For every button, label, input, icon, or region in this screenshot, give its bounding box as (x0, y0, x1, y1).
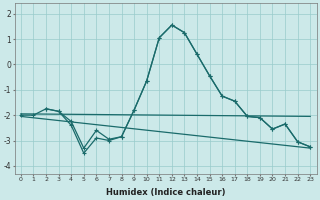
X-axis label: Humidex (Indice chaleur): Humidex (Indice chaleur) (106, 188, 225, 197)
